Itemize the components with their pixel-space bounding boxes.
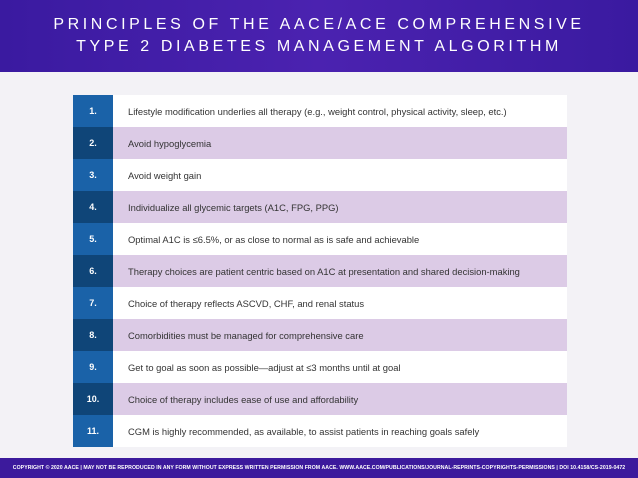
principle-number: 11. (73, 415, 113, 447)
principle-number: 5. (73, 223, 113, 255)
table-row: 3. Avoid weight gain (73, 159, 567, 191)
copyright-footer: COPYRIGHT © 2020 AACE | MAY NOT BE REPRO… (0, 458, 638, 478)
table-row: 9. Get to goal as soon as possible—adjus… (73, 351, 567, 383)
principle-text: Choice of therapy reflects ASCVD, CHF, a… (113, 287, 567, 319)
principle-text: Avoid hypoglycemia (113, 127, 567, 159)
principle-text: CGM is highly recommended, as available,… (113, 415, 567, 447)
principle-number: 9. (73, 351, 113, 383)
principle-number: 1. (73, 95, 113, 127)
principle-text: Get to goal as soon as possible—adjust a… (113, 351, 567, 383)
principle-number: 7. (73, 287, 113, 319)
table-row: 11. CGM is highly recommended, as availa… (73, 415, 567, 447)
table-row: 4. Individualize all glycemic targets (A… (73, 191, 567, 223)
principle-text: Choice of therapy includes ease of use a… (113, 383, 567, 415)
table-row: 5. Optimal A1C is ≤6.5%, or as close to … (73, 223, 567, 255)
principle-number: 3. (73, 159, 113, 191)
page-title-line-2: TYPE 2 DIABETES MANAGEMENT ALGORITHM (76, 38, 562, 55)
table-row: 6. Therapy choices are patient centric b… (73, 255, 567, 287)
principle-text: Lifestyle modification underlies all the… (113, 95, 567, 127)
principle-number: 6. (73, 255, 113, 287)
table-row: 1. Lifestyle modification underlies all … (73, 95, 567, 127)
principle-text: Avoid weight gain (113, 159, 567, 191)
page-title-line-1: PRINCIPLES OF THE AACE/ACE COMPREHENSIVE (53, 16, 585, 33)
table-row: 7. Choice of therapy reflects ASCVD, CHF… (73, 287, 567, 319)
page-header: PRINCIPLES OF THE AACE/ACE COMPREHENSIVE… (0, 0, 638, 72)
table-row: 8. Comorbidities must be managed for com… (73, 319, 567, 351)
table-row: 10. Choice of therapy includes ease of u… (73, 383, 567, 415)
principle-number: 2. (73, 127, 113, 159)
principle-text: Therapy choices are patient centric base… (113, 255, 567, 287)
principle-number: 4. (73, 191, 113, 223)
principle-text: Comorbidities must be managed for compre… (113, 319, 567, 351)
principle-number: 8. (73, 319, 113, 351)
principles-table: 1. Lifestyle modification underlies all … (73, 95, 567, 447)
principle-number: 10. (73, 383, 113, 415)
table-row: 2. Avoid hypoglycemia (73, 127, 567, 159)
principle-text: Individualize all glycemic targets (A1C,… (113, 191, 567, 223)
principle-text: Optimal A1C is ≤6.5%, or as close to nor… (113, 223, 567, 255)
